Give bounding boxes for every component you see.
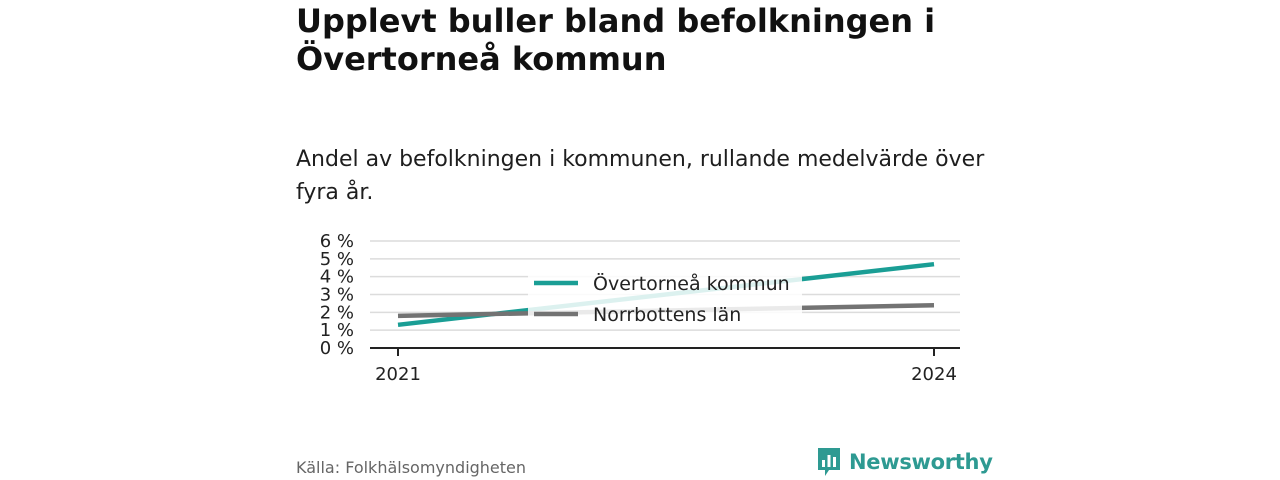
- x-tick-label: 2024: [911, 364, 957, 385]
- legend-label: Norrbottens län: [593, 304, 741, 326]
- chart-card: Upplevt buller bland befolkningen i Över…: [296, 0, 993, 480]
- legend-label: Övertorneå kommun: [593, 272, 790, 295]
- y-tick-label: 3 %: [320, 285, 354, 306]
- y-tick-label: 5 %: [320, 249, 354, 270]
- logo-text: Newsworthy: [849, 450, 993, 474]
- x-tick-label: 2021: [375, 364, 421, 385]
- chart-title: Upplevt buller bland befolkningen i Över…: [296, 2, 936, 78]
- source-note: Källa: Folkhälsomyndigheten: [296, 458, 527, 477]
- x-axis-ticks: 2021 2024: [375, 348, 957, 385]
- y-tick-label: 4 %: [320, 267, 354, 288]
- chart-subtitle: Andel av befolkningen i kommunen, rullan…: [296, 147, 985, 205]
- newsworthy-logo[interactable]: Newsworthy: [816, 446, 993, 478]
- y-axis-ticks: 0 %1 %2 %3 %4 %5 %6 %: [320, 231, 354, 359]
- line-chart: 0 %1 %2 %3 %4 %5 %6 % 2021 2024 Övertorne…: [320, 231, 960, 385]
- legend: Övertorneå kommun Norrbottens län: [528, 265, 802, 329]
- y-tick-label: 0 %: [320, 338, 354, 359]
- y-tick-label: 1 %: [320, 320, 354, 341]
- newsworthy-chart-icon: [818, 448, 840, 476]
- y-tick-label: 6 %: [320, 231, 354, 252]
- y-tick-label: 2 %: [320, 302, 354, 323]
- legend-background: [528, 265, 802, 329]
